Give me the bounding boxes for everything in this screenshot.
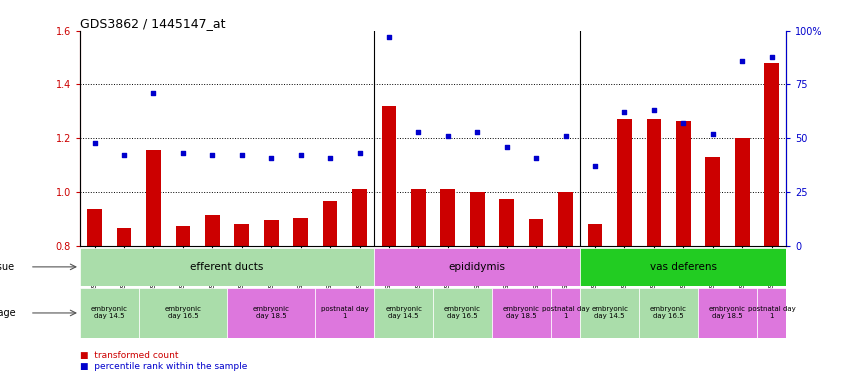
Bar [580,248,786,286]
Point [146,90,160,96]
Bar [470,192,484,246]
Bar [617,119,632,246]
Text: embryonic
day 14.5: embryonic day 14.5 [385,306,422,319]
Point [176,150,189,156]
Text: embryonic
day 18.5: embryonic day 18.5 [253,306,289,319]
Bar [676,121,690,246]
Point [676,120,690,126]
Bar [80,248,374,286]
Text: postnatal day
1: postnatal day 1 [748,306,796,319]
Bar [80,288,139,338]
Bar [294,217,308,246]
Text: ■  percentile rank within the sample: ■ percentile rank within the sample [80,362,247,371]
Text: GDS3862 / 1445147_at: GDS3862 / 1445147_at [80,17,225,30]
Bar [235,224,249,246]
Bar [500,199,514,246]
Bar [352,189,367,246]
Bar [139,288,227,338]
Text: efferent ducts: efferent ducts [190,262,264,272]
Bar [205,215,220,246]
Bar [647,119,661,246]
Bar [580,288,639,338]
Text: embryonic
day 16.5: embryonic day 16.5 [650,306,687,319]
Point [470,129,484,135]
Point [558,133,572,139]
Point [323,154,336,161]
Text: postnatal day
1: postnatal day 1 [542,306,590,319]
Point [205,152,219,159]
Point [647,107,660,113]
Bar [323,202,337,246]
Point [500,144,513,150]
Text: postnatal day
1: postnatal day 1 [321,306,368,319]
Bar [117,228,131,246]
Bar [374,248,580,286]
Text: embryonic
day 18.5: embryonic day 18.5 [709,306,746,319]
Bar [764,63,779,246]
Bar [529,219,543,246]
Point [235,152,248,159]
Text: embryonic
day 16.5: embryonic day 16.5 [165,306,201,319]
Text: ■  transformed count: ■ transformed count [80,351,178,360]
Point [706,131,719,137]
Bar [588,224,602,246]
Point [617,109,631,116]
Point [735,58,748,64]
Point [382,34,395,40]
Text: embryonic
day 16.5: embryonic day 16.5 [444,306,481,319]
Point [87,139,101,146]
Point [117,152,130,159]
Bar [698,288,757,338]
Bar [411,189,426,246]
Bar [87,210,102,246]
Text: embryonic
day 14.5: embryonic day 14.5 [91,306,128,319]
Point [264,154,278,161]
Bar [146,151,161,246]
Point [352,150,366,156]
Bar [441,189,455,246]
Point [411,129,425,135]
Bar [706,157,720,246]
Text: vas deferens: vas deferens [650,262,717,272]
Bar [315,288,374,338]
Bar [176,226,190,246]
Bar [551,288,580,338]
Bar [374,288,433,338]
Point [529,154,542,161]
Bar [735,138,749,246]
Text: embryonic
day 18.5: embryonic day 18.5 [503,306,540,319]
Point [764,53,778,60]
Text: embryonic
day 14.5: embryonic day 14.5 [591,306,628,319]
Bar [433,288,492,338]
Point [588,163,601,169]
Bar [558,192,573,246]
Bar [264,220,278,246]
Bar [382,106,396,246]
Point [441,133,454,139]
Bar [227,288,315,338]
Text: epididymis: epididymis [449,262,505,272]
Text: development stage: development stage [0,308,15,318]
Bar [757,288,786,338]
Text: tissue: tissue [0,262,15,272]
Bar [639,288,698,338]
Point [294,152,307,159]
Bar [492,288,551,338]
